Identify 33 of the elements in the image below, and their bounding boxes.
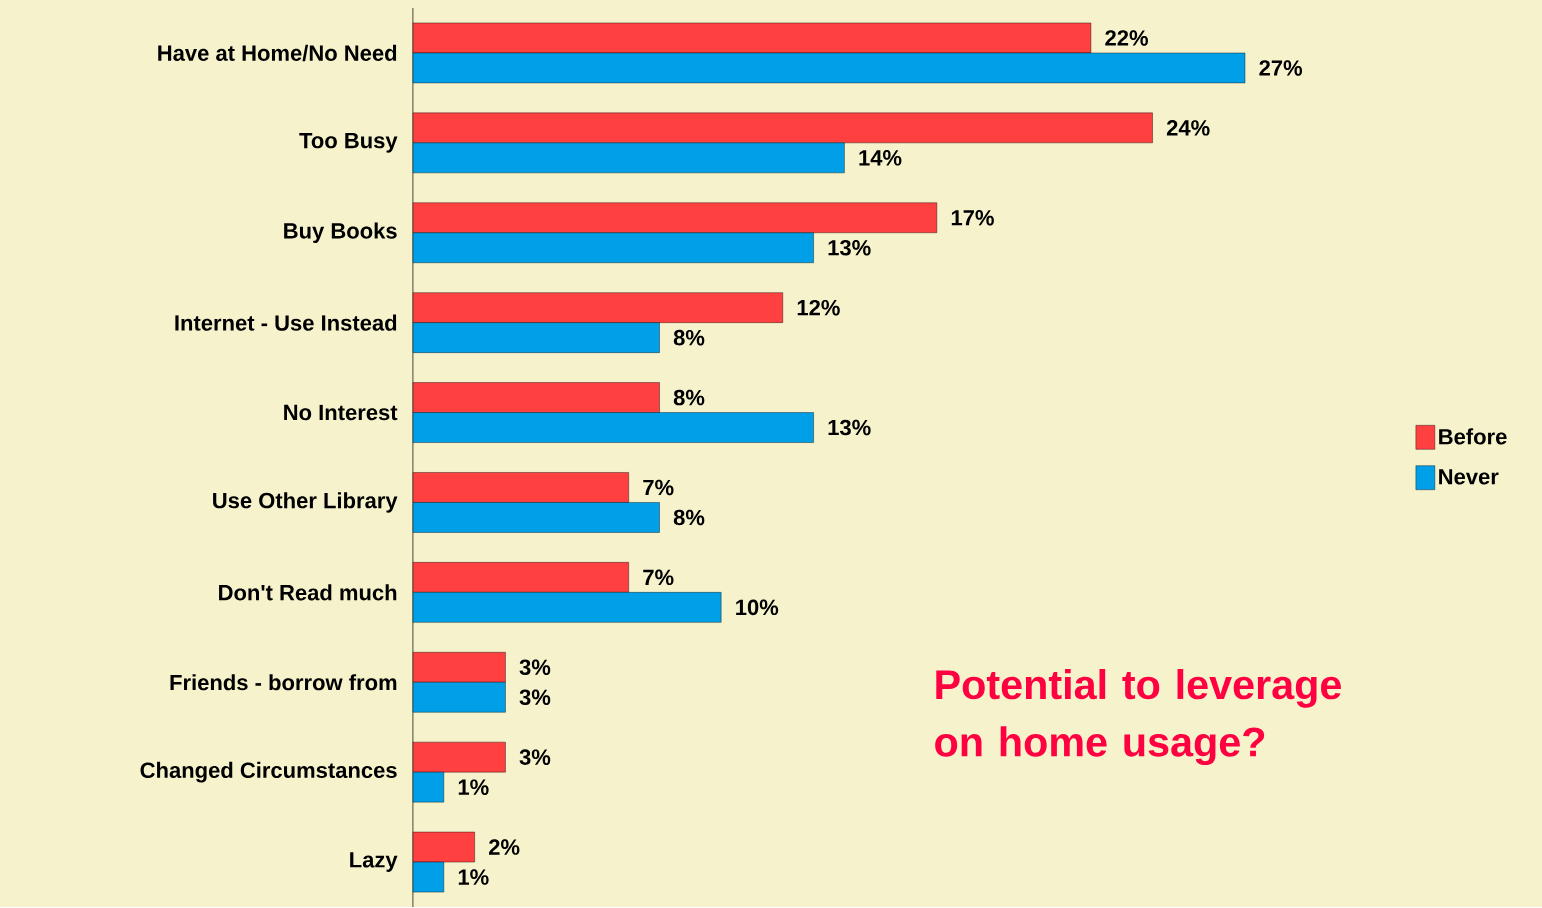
data-label: 3% <box>519 689 551 706</box>
legend-label: Never <box>1439 469 1499 485</box>
data-label: 27% <box>1259 60 1303 76</box>
data-label: 3% <box>519 749 551 766</box>
y-tick-label: Have at Home/No Need <box>158 45 397 62</box>
y-tick-label: Changed Circumstances <box>140 762 397 783</box>
data-label: 10% <box>736 599 779 616</box>
data-label: 13% <box>828 419 871 436</box>
data-label: 7% <box>643 479 674 496</box>
data-label: 12% <box>797 300 840 316</box>
data-label: 22% <box>1105 30 1148 46</box>
data-label: 2% <box>488 839 520 856</box>
data-label: 8% <box>673 389 705 406</box>
y-tick-label: Friends - borrow from <box>170 674 397 691</box>
data-label: 3% <box>519 659 551 676</box>
y-tick-label: Lazy <box>350 852 398 873</box>
y-tick-label: No Interest <box>284 405 398 421</box>
data-label: 14% <box>859 150 902 166</box>
data-label: 8% <box>673 330 705 346</box>
data-label: 17% <box>951 210 994 226</box>
data-label: 1% <box>458 869 489 886</box>
y-tick-label: Buy Books <box>284 222 397 244</box>
y-tick-label: Too Busy <box>299 133 398 153</box>
data-label: 7% <box>643 569 674 586</box>
y-tick-label: Don't Read much <box>219 584 397 601</box>
y-tick-label: Use Other Library <box>213 492 398 513</box>
legend-label: Before <box>1439 428 1507 445</box>
data-label: 13% <box>828 240 871 256</box>
annotation: Potential to leverage on home usage? <box>935 669 1341 766</box>
y-tick-label: Internet - Use Instead <box>175 314 397 331</box>
data-label: 1% <box>458 779 489 796</box>
data-label: 24% <box>1166 120 1210 136</box>
data-label: 8% <box>673 509 705 526</box>
